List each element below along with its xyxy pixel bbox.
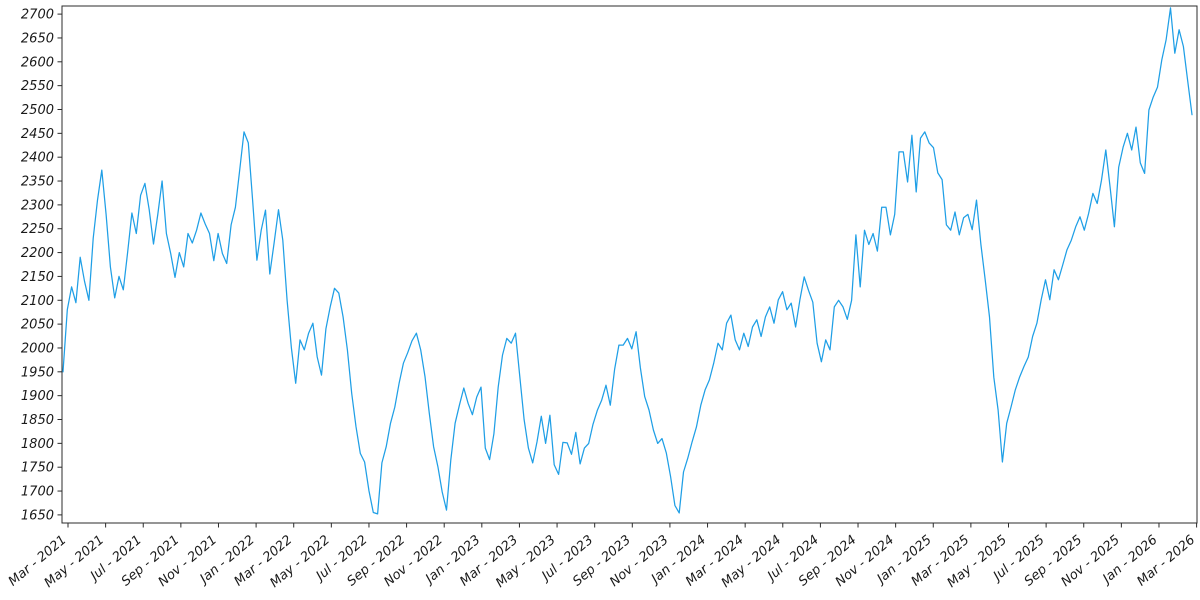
price-line: [62, 7, 1193, 515]
y-tick-label: 2600: [21, 55, 54, 70]
y-axis: 1650 1700 1750 1800 1850 1900 1950 2000 2050 2100…: [21, 8, 62, 523]
y-tick-label: 1950: [21, 365, 54, 380]
y-tick-label: 1650: [21, 508, 54, 523]
price-line-series: [62, 7, 1193, 515]
y-tick-label: 2700: [21, 8, 54, 23]
plot-area-border: [61, 5, 1198, 524]
y-tick-label: 1900: [21, 389, 54, 404]
y-tick-label: 2500: [21, 103, 54, 118]
y-tick-label: 2400: [21, 151, 54, 166]
y-tick-label: 2350: [21, 175, 54, 190]
y-tick-label: 2150: [21, 270, 54, 285]
y-tick-label: 1700: [21, 485, 54, 500]
y-tick-label: 2300: [21, 198, 54, 213]
y-tick-label: 1850: [21, 413, 54, 428]
y-tick-label: 1750: [21, 461, 54, 476]
y-tick-label: 1800: [21, 437, 54, 452]
y-tick-label: 2050: [21, 318, 54, 333]
y-tick-label: 2650: [21, 31, 54, 46]
y-tick-label: 2550: [21, 79, 54, 94]
y-tick-label: 2250: [21, 222, 54, 237]
y-tick-label: 2200: [21, 246, 54, 261]
y-tick-label: 2450: [21, 127, 54, 142]
y-tick-label: 2100: [21, 294, 54, 309]
y-tick-label: 2000: [21, 341, 54, 356]
